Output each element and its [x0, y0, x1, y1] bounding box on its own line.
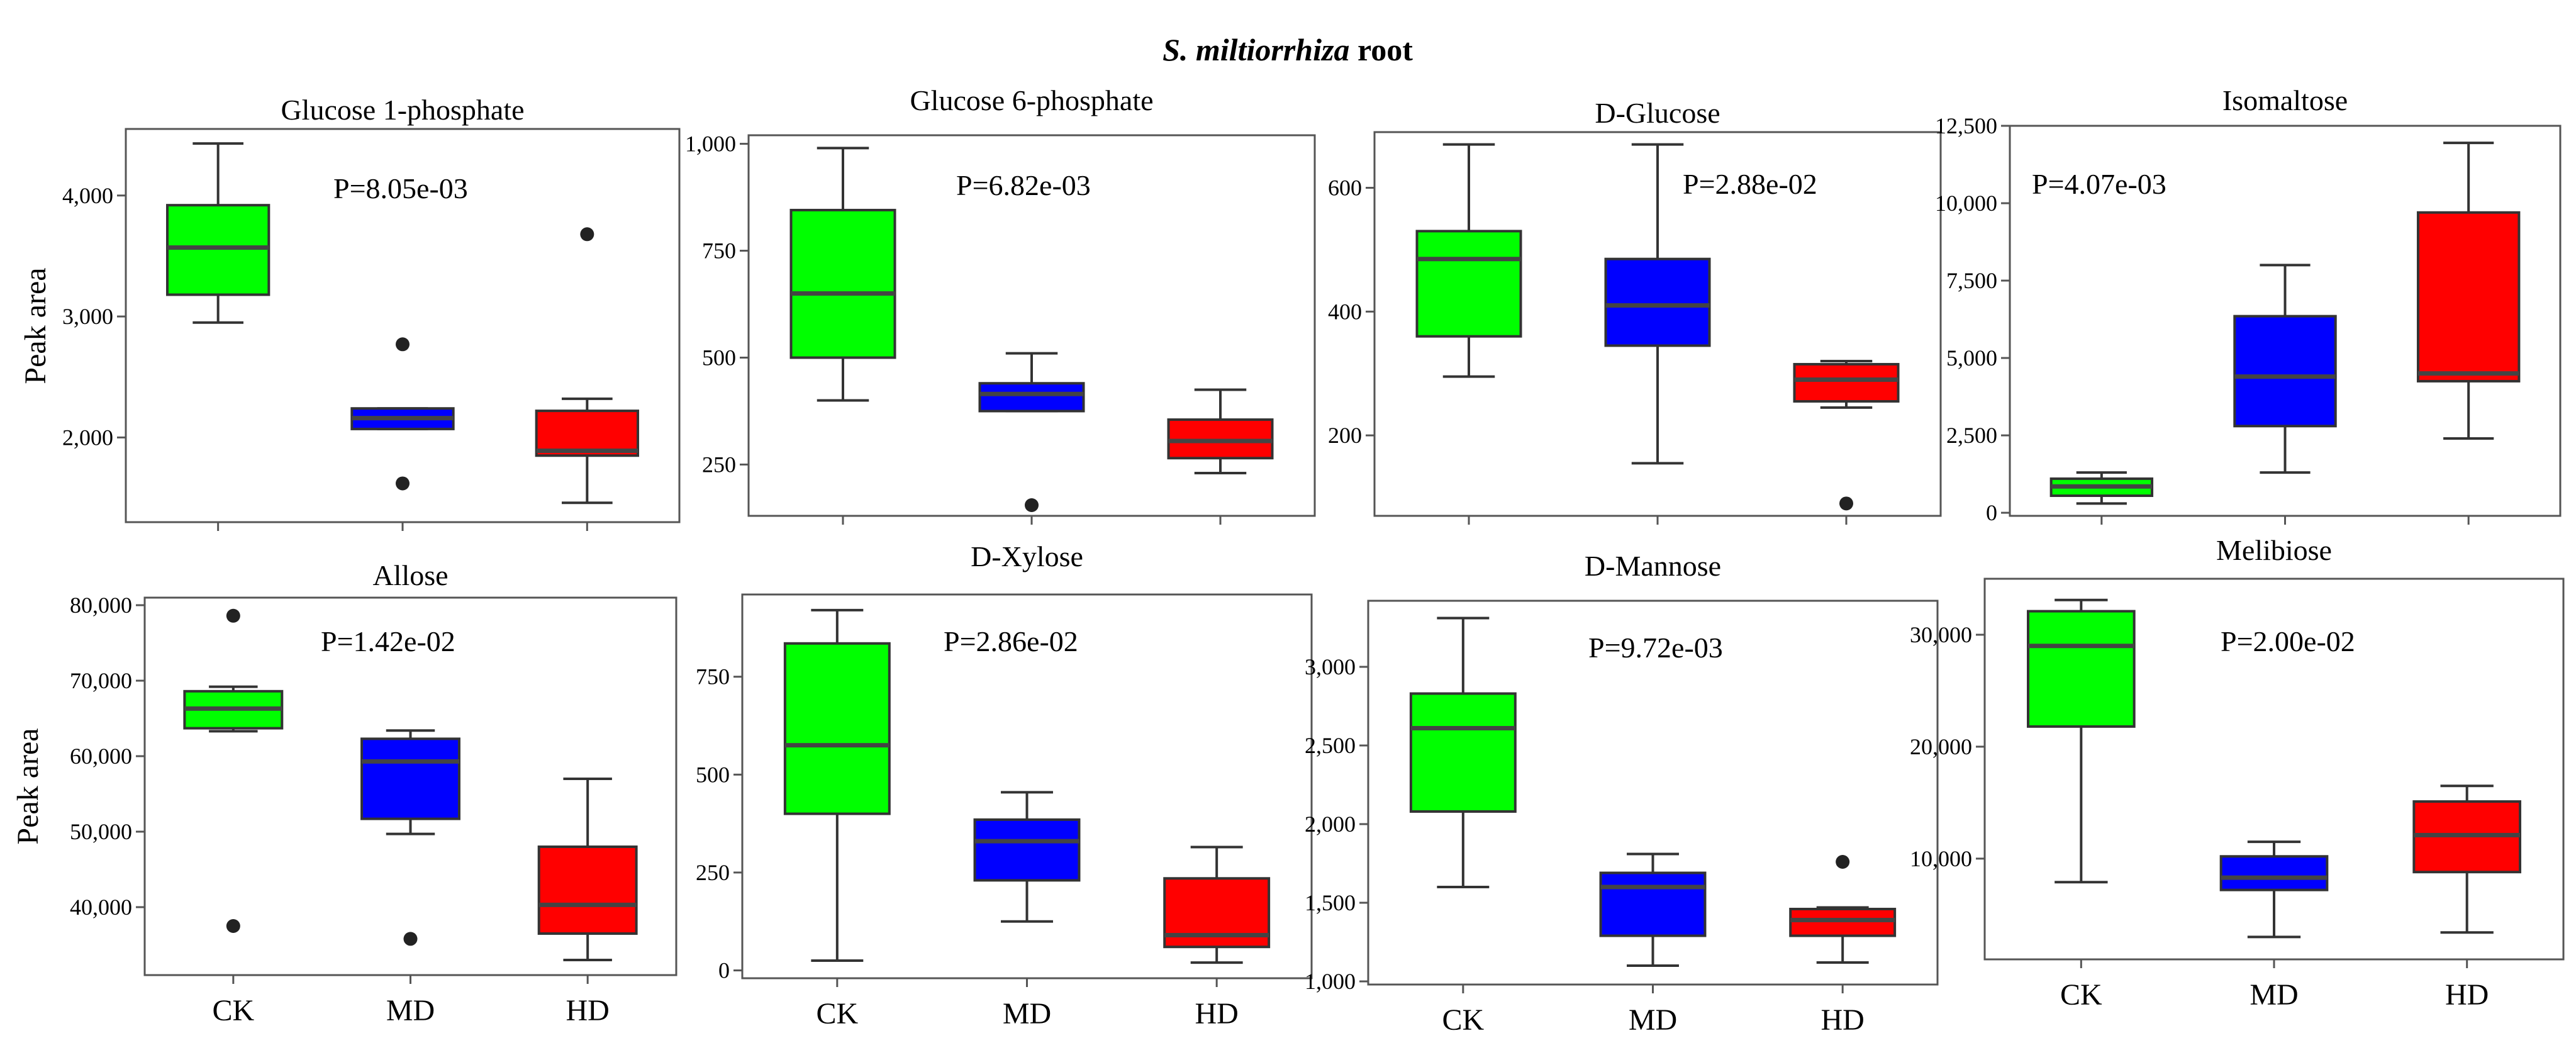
panel-5-outlier-ck: [226, 608, 240, 623]
panel-5-ytick-label: 80,000: [70, 593, 132, 618]
panel-6-ytick-label: 500: [696, 762, 730, 787]
panel-4-ytick-label: 10,000: [1935, 191, 1997, 216]
panel-5-xlabel-ck: CK: [212, 994, 254, 1027]
panel-8-xlabel-ck: CK: [2060, 978, 2102, 1012]
panel-7-xlabel-md: MD: [1629, 1003, 1677, 1037]
panel-7-title: D-Mannose: [1585, 550, 1721, 582]
panel-4-title: Isomaltose: [2222, 84, 2348, 116]
panel-7-ytick-label: 3,000: [1305, 654, 1356, 679]
panel-1-ytick-label: 4,000: [62, 183, 113, 208]
panel-8-xlabel-hd: HD: [2445, 978, 2489, 1012]
panel-8-box-ck: [2027, 610, 2136, 728]
panel-2-outlier-md: [1025, 498, 1039, 513]
panel-5-ylabel: Peak area: [11, 728, 45, 844]
panel-5-xlabel-md: MD: [386, 994, 435, 1027]
panel-6-box-ck: [783, 642, 891, 815]
panel-2-ytick-label: 750: [702, 238, 736, 264]
panel-2-ytick-label: 250: [702, 452, 736, 477]
panel-1-outlier-md: [396, 476, 410, 491]
figure-title: S. miltiorrhiza root: [1163, 32, 1413, 67]
panel-5-box-md: [360, 737, 460, 820]
panel-2-box-md: [978, 382, 1085, 413]
panel-3-ytick-label: 200: [1328, 423, 1362, 448]
panel-6-title: D-Xylose: [971, 540, 1083, 572]
panel-3-box-ck: [1415, 230, 1522, 338]
panel-7-ytick-label: 2,000: [1305, 812, 1356, 837]
panel-5-ytick-label: 60,000: [70, 744, 132, 769]
panel-3-outlier-hd: [1839, 496, 1853, 511]
panel-1-ytick-label: 2,000: [62, 425, 113, 450]
panel-1-title: Glucose 1-phosphate: [281, 94, 524, 126]
panel-2-ytick-label: 1,000: [685, 131, 736, 157]
panel-4-ytick-label: 2,500: [1946, 423, 1997, 448]
panel-1-box-ck: [166, 204, 270, 296]
panel-4-ytick-label: 0: [1986, 500, 1997, 525]
panel-8-xlabel-md: MD: [2250, 978, 2298, 1012]
panel-5-xlabel-hd: HD: [566, 994, 610, 1027]
panel-1-box-hd: [535, 410, 640, 457]
panel-7-pvalue: P=9.72e-03: [1588, 632, 1723, 664]
panel-3-ytick-label: 600: [1328, 176, 1362, 201]
panel-7-outlier-hd: [1836, 855, 1850, 869]
panel-1-outlier-hd: [580, 227, 594, 242]
figure-title-plain: root: [1349, 32, 1413, 67]
panel-2-pvalue: P=6.82e-03: [956, 169, 1091, 201]
panel-8-pvalue: P=2.00e-02: [2221, 625, 2355, 657]
panel-4-box-hd: [2416, 211, 2521, 382]
panel-3-title: D-Glucose: [1595, 97, 1720, 129]
panel-3-pvalue: P=2.88e-02: [1683, 168, 1817, 200]
panel-5-ytick-label: 40,000: [70, 895, 132, 920]
panel-4-pvalue: P=4.07e-03: [2032, 168, 2166, 200]
panel-7-xlabel-ck: CK: [1442, 1003, 1484, 1037]
panel-7-ytick-label: 1,500: [1305, 890, 1356, 915]
panel-5-ytick-label: 70,000: [70, 668, 132, 693]
panel-5-ytick-label: 50,000: [70, 819, 132, 844]
panel-5-title: Allose: [372, 559, 448, 591]
panel-2-box-ck: [789, 208, 896, 359]
panel-6-xlabel-md: MD: [1003, 997, 1051, 1030]
panel-8-ytick-label: 30,000: [1910, 622, 1972, 647]
panel-8-ytick-label: 20,000: [1910, 734, 1972, 759]
panel-1-outlier-md: [396, 337, 410, 352]
panel-6-box-md: [973, 818, 1081, 882]
panel-6-ytick-label: 250: [696, 860, 730, 885]
panel-7-box-hd: [1789, 908, 1897, 937]
panel-7-box-md: [1599, 871, 1707, 937]
panel-6-ytick-label: 750: [696, 664, 730, 689]
panel-7-box-ck: [1409, 692, 1517, 813]
panel-3-ytick-label: 400: [1328, 299, 1362, 324]
panel-8-box-md: [2219, 855, 2329, 891]
panel-4-ytick-label: 7,500: [1946, 268, 1997, 293]
panel-5-outlier-md: [403, 932, 418, 946]
panel-6-ytick-label: 0: [718, 958, 730, 983]
panel-7-ytick-label: 1,000: [1305, 969, 1356, 994]
panel-5-box-hd: [537, 845, 638, 935]
panel-7-xlabel-hd: HD: [1821, 1003, 1865, 1037]
panel-1-ylabel: Peak area: [19, 267, 52, 384]
panel-8-title: Melibiose: [2216, 534, 2332, 566]
panel-2-ytick-label: 500: [702, 345, 736, 370]
panel-2-title: Glucose 6-phosphate: [910, 84, 1153, 116]
panel-8-ytick-label: 10,000: [1910, 846, 1972, 871]
panel-6-xlabel-ck: CK: [816, 997, 858, 1030]
panel-5-pvalue: P=1.42e-02: [321, 625, 455, 657]
panel-7-ytick-label: 2,500: [1305, 733, 1356, 758]
figure-title-italic: S. miltiorrhiza: [1163, 32, 1349, 67]
panel-1-ytick-label: 3,000: [62, 304, 113, 329]
panel-6-xlabel-hd: HD: [1195, 997, 1239, 1030]
panel-4-box-md: [2233, 315, 2337, 428]
panel-1-pvalue: P=8.05e-03: [333, 172, 468, 204]
panel-3-box-hd: [1793, 362, 1900, 403]
panel-4-ytick-label: 12,500: [1935, 113, 1997, 138]
panel-5-outlier-ck: [226, 919, 240, 933]
panel-3-box-md: [1604, 257, 1711, 347]
panel-4-ytick-label: 5,000: [1946, 345, 1997, 371]
panel-6-pvalue: P=2.86e-02: [944, 625, 1078, 657]
